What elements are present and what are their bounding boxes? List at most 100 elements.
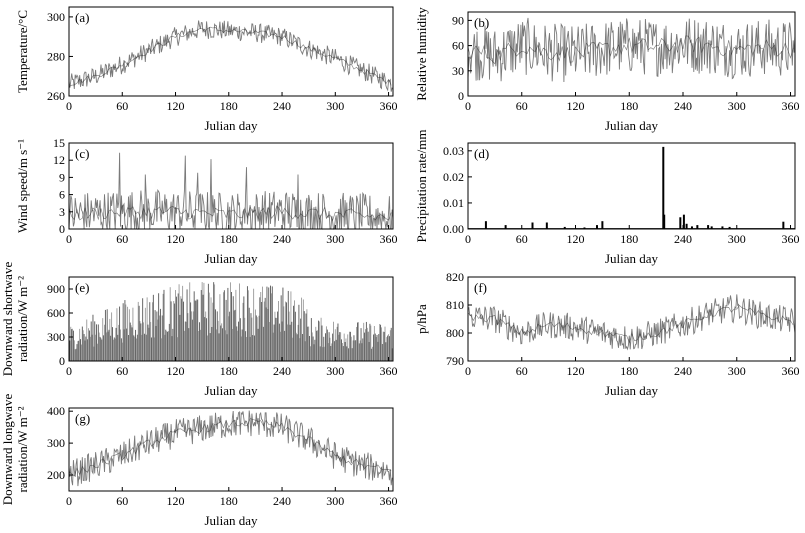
series-mean-line-c: [68, 204, 392, 222]
x-tick-label: 180: [220, 232, 238, 246]
x-tick-label: 60: [116, 99, 128, 113]
x-tick-label: 120: [167, 232, 185, 246]
x-axis-label: Julian day: [204, 383, 258, 398]
x-tick-label: 300: [326, 494, 344, 508]
x-tick-label: 0: [465, 99, 471, 113]
series-line-b: [467, 17, 796, 83]
y-tick-label: 60: [452, 39, 464, 53]
x-tick-label: 360: [782, 99, 800, 113]
y-tick-label: 300: [47, 330, 65, 344]
y-tick-label: 30: [452, 64, 464, 78]
series-line-g: [68, 410, 394, 487]
x-tick-label: 180: [220, 99, 238, 113]
y-tick-label: 0.01: [443, 196, 464, 210]
x-tick-label: 300: [326, 364, 344, 378]
plot-frame-b: [467, 11, 796, 97]
y-tick-label: 0: [59, 222, 65, 236]
y-tick-label: 280: [47, 49, 65, 63]
panel-label: (c): [75, 146, 89, 161]
series-mean-line-a: [68, 26, 392, 87]
x-axis-label: Julian day: [204, 513, 258, 528]
y-tick-label: 600: [47, 306, 65, 320]
x-axis-label: Julian day: [204, 118, 258, 133]
y-tick-label: 790: [446, 354, 464, 368]
panel-label: (a): [75, 10, 89, 25]
x-tick-label: 180: [620, 232, 638, 246]
x-tick-label: 360: [380, 364, 398, 378]
plot-frame-a: [68, 6, 394, 97]
y-tick-label: 200: [47, 468, 65, 482]
x-tick-label: 180: [220, 494, 238, 508]
x-tick-label: 240: [273, 99, 291, 113]
y-tick-label: 9: [59, 170, 65, 184]
y-axis-label: Downward longwave: [0, 393, 15, 505]
x-tick-label: 240: [273, 494, 291, 508]
series-line-c: [68, 152, 394, 231]
x-axis-label: Julian day: [605, 118, 659, 133]
x-tick-label: 60: [516, 232, 528, 246]
x-tick-label: 360: [782, 232, 800, 246]
y-tick-label: 90: [452, 13, 464, 27]
panel-d: 0 60 120 180 240 300 360 0.00 0.01 0.02 0.03 (d) Jul…: [414, 130, 800, 267]
x-tick-label: 120: [167, 364, 185, 378]
x-tick-label: 0: [465, 232, 471, 246]
x-axis-label: Julian day: [605, 251, 659, 266]
y-tick-label: 6: [59, 188, 65, 202]
plot-frame-d: [467, 142, 796, 230]
y-axis-label: Relative humidity: [414, 7, 429, 101]
x-tick-label: 300: [728, 364, 746, 378]
series-line-a: [68, 20, 394, 92]
x-axis-label: Julian day: [605, 383, 659, 398]
panel-label: (f): [474, 280, 487, 295]
plot-frame-f: [467, 276, 796, 362]
panel-b: 0 60 120 180 240 300 360 0 30 60 90 (b) Julian day Re…: [414, 7, 800, 133]
y-axis-label: p/hPa: [414, 304, 429, 334]
y-axis-label: radiation/W m⁻²: [15, 406, 30, 492]
y-tick-label: 3: [59, 205, 65, 219]
y-tick-label: 300: [47, 436, 65, 450]
x-tick-label: 60: [116, 364, 128, 378]
x-tick-label: 240: [273, 232, 291, 246]
panel-label: (b): [474, 15, 489, 30]
x-tick-label: 0: [66, 99, 72, 113]
x-tick-label: 240: [674, 364, 692, 378]
series-line-f: [467, 294, 796, 351]
y-tick-label: 820: [446, 270, 464, 284]
y-tick-label: 400: [47, 404, 65, 418]
y-tick-label: 0: [59, 354, 65, 368]
y-tick-label: 300: [47, 10, 65, 24]
x-tick-label: 60: [116, 494, 128, 508]
x-tick-label: 0: [66, 364, 72, 378]
plot-frame-g: [68, 407, 394, 492]
x-tick-label: 60: [516, 364, 528, 378]
panel-label: (e): [75, 280, 89, 295]
x-tick-label: 120: [567, 99, 585, 113]
x-tick-label: 300: [728, 99, 746, 113]
panel-e: 0 60 120 180 240 300 360 0 300 600 900 (e) Julian da…: [0, 262, 398, 398]
x-tick-label: 360: [380, 232, 398, 246]
y-tick-label: 15: [53, 136, 65, 150]
x-tick-label: 0: [66, 494, 72, 508]
y-axis-label: Temperature/°C: [15, 10, 30, 93]
y-axis-label: Downward shortwave: [0, 262, 15, 377]
plot-frame-c: [68, 142, 394, 230]
panel-label: (g): [75, 411, 90, 426]
panel-a: 0 60 120 180 240 300 360 260 280 300 (a) Julian day…: [15, 6, 398, 133]
x-tick-label: 120: [567, 364, 585, 378]
y-tick-label: 0.02: [443, 170, 464, 184]
y-tick-label: 12: [53, 153, 65, 167]
y-tick-label: 810: [446, 298, 464, 312]
x-tick-label: 120: [167, 99, 185, 113]
y-tick-label: 0.03: [443, 144, 464, 158]
y-axis-label: Wind speed/m s⁻¹: [15, 139, 30, 233]
x-tick-label: 180: [620, 364, 638, 378]
x-axis-label: Julian day: [204, 251, 258, 266]
x-tick-label: 240: [674, 232, 692, 246]
y-axis-label: radiation/W m⁻²: [15, 276, 30, 362]
plot-frame-e: [68, 276, 394, 362]
series-mean-line-b: [467, 35, 794, 65]
x-tick-label: 60: [516, 99, 528, 113]
x-tick-label: 60: [116, 232, 128, 246]
x-tick-label: 300: [326, 232, 344, 246]
